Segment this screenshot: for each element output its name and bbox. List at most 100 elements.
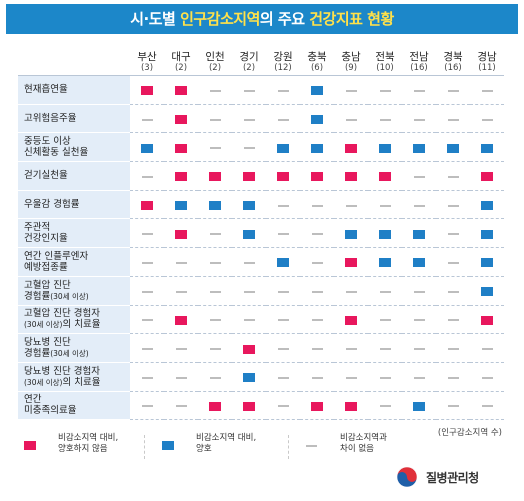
status-cell [198,161,232,191]
status-cell [130,104,164,134]
status-cell [436,333,470,363]
status-cell [334,362,368,392]
worse-marker-icon [175,315,187,325]
indicator-label-line: 당뇨병 진단 [24,337,71,349]
no-difference-marker-icon [243,147,255,150]
status-cell [300,218,334,249]
worse-marker-icon [209,401,221,411]
no-difference-marker-icon [209,233,221,236]
status-cell [198,247,232,277]
indicator-label-line: 중등도 이상 [24,136,71,148]
no-difference-marker-icon [413,319,425,322]
page-title: 시·도별 인구감소지역의 주요 건강지표 현황 [6,4,518,34]
indicator-label-line: 의 치료율 [62,376,101,388]
indicator-label-line: 연간 [24,394,42,406]
status-cell [232,333,266,363]
indicator-label-line: 당뇨병 진단 경험자 [24,365,100,377]
no-difference-marker-icon [209,348,221,351]
status-cell [130,75,164,105]
status-cell [368,75,402,105]
status-cell [334,161,368,191]
status-cell [266,276,300,306]
status-cell [130,362,164,392]
no-difference-marker-icon [481,348,493,351]
no-difference-marker-icon [447,348,459,351]
worse-marker-icon [277,172,289,182]
status-cell [266,362,300,392]
table-row: 우울감 경험률 [18,190,504,220]
status-cell [402,161,436,191]
better-marker-icon [413,258,425,268]
indicator-label-line: 예방접종률 [24,261,68,273]
status-cell [130,161,164,191]
region-name: 부산 [137,51,157,63]
worse-marker-icon [175,229,187,239]
indicator-age-note: (30세 이상) [24,320,63,330]
status-cell [436,247,470,277]
no-difference-marker-icon [345,290,357,293]
no-difference-marker-icon [243,89,255,92]
status-cell [164,104,198,134]
no-difference-marker-icon [243,261,255,264]
no-difference-marker-icon [277,204,289,207]
status-cell [130,276,164,306]
region-name: 전남 [409,51,429,63]
no-difference-marker-icon [141,233,153,236]
no-difference-marker-icon [481,118,493,121]
no-difference-marker-icon [277,118,289,121]
table-row: 연간 미충족의료율 [18,391,504,421]
region-name: 경기 [239,51,259,63]
status-cell [164,305,198,335]
status-cell [368,276,402,306]
status-cell [164,190,198,220]
agency-logo: 질병관리청 [396,465,496,489]
status-cell [300,362,334,392]
no-difference-marker-icon [277,233,289,236]
no-difference-marker-icon [413,290,425,293]
better-marker-icon [481,201,493,211]
status-cell [232,362,266,392]
indicator-label-line: 의 치료율 [62,319,101,331]
table-row: 당뇨병 진단 경험자 (30세 이상)의 치료율 [18,362,504,392]
status-cell [164,391,198,421]
status-cell [266,218,300,249]
no-difference-marker-icon [481,376,493,379]
no-difference-marker-icon [311,204,323,207]
status-cell [402,75,436,105]
legend-none-label: 비감소지역과 차이 없음 [340,433,387,454]
indicator-label-line: 걷기실천율 [24,170,68,182]
status-cell [266,247,300,277]
no-difference-marker-icon [447,118,459,121]
better-marker-icon [413,229,425,239]
status-cell [130,247,164,277]
better-marker-icon [175,201,187,211]
status-cell [436,362,470,392]
status-cell [368,391,402,421]
status-cell [402,132,436,163]
region-count: (10) [376,63,394,73]
status-cell [470,104,504,134]
status-cell [470,161,504,191]
status-cell [402,305,436,335]
status-cell [300,75,334,105]
status-cell [266,190,300,220]
no-difference-marker-icon [209,261,221,264]
header-corner [18,52,130,76]
status-cell [470,333,504,363]
no-difference-marker-icon [277,376,289,379]
status-cell [368,247,402,277]
no-difference-marker-icon [209,319,221,322]
status-cell [232,247,266,277]
status-cell [266,391,300,421]
worse-marker-icon [345,172,357,182]
status-cell [164,161,198,191]
no-difference-marker-icon [243,319,255,322]
status-cell [334,190,368,220]
status-cell [130,132,164,163]
no-difference-marker-icon [311,376,323,379]
indicator-label: 주관적 건강인지율 [18,218,130,249]
status-cell [198,104,232,134]
status-cell [198,75,232,105]
status-cell [402,247,436,277]
status-cell [368,104,402,134]
